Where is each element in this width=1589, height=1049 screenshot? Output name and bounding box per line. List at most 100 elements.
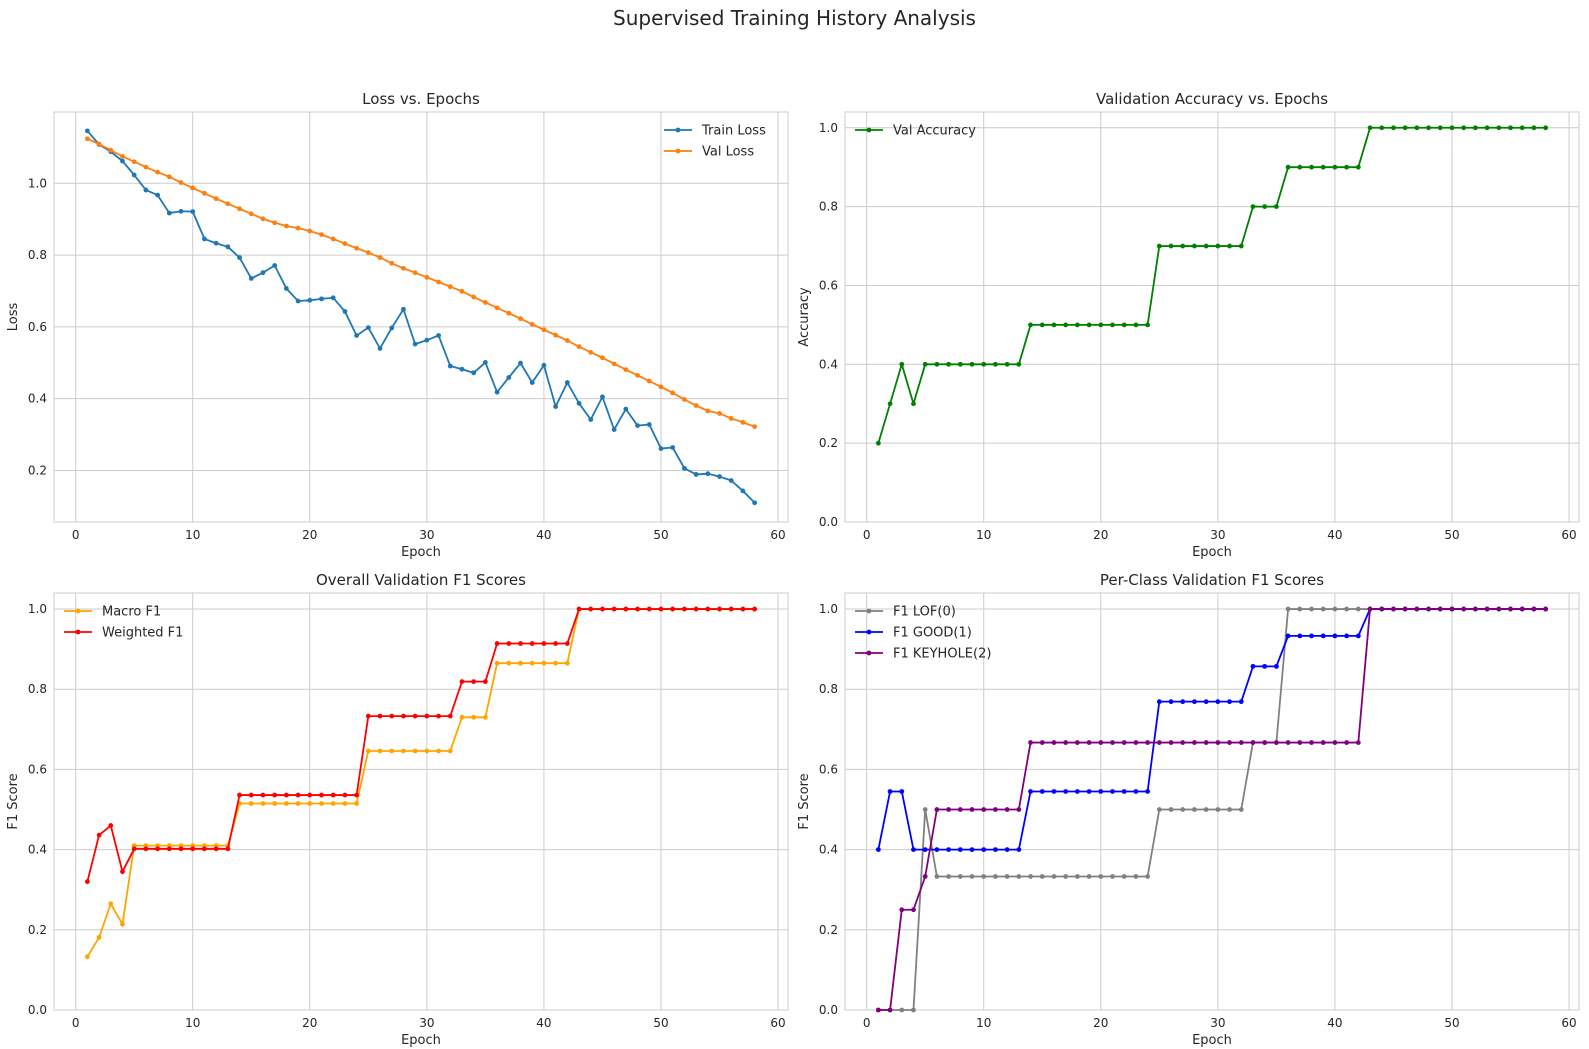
data-point bbox=[1063, 789, 1069, 794]
data-point bbox=[1074, 874, 1080, 879]
data-point bbox=[1238, 807, 1244, 812]
data-point bbox=[190, 185, 196, 191]
data-point bbox=[541, 660, 547, 666]
data-point bbox=[1203, 740, 1209, 745]
data-point bbox=[1227, 740, 1232, 745]
data-point bbox=[1309, 606, 1314, 612]
legend-label: Val Loss bbox=[702, 145, 754, 160]
x-axis-label: Epoch bbox=[1192, 545, 1232, 560]
data-point bbox=[389, 325, 395, 331]
data-point bbox=[658, 446, 664, 451]
x-tick-label: 50 bbox=[653, 1016, 668, 1030]
data-point bbox=[1098, 740, 1104, 745]
data-point bbox=[389, 260, 395, 266]
data-point bbox=[459, 288, 465, 294]
data-point bbox=[295, 801, 301, 806]
data-point bbox=[911, 907, 916, 913]
data-point bbox=[600, 606, 605, 612]
y-tick-label: 0.8 bbox=[28, 248, 47, 262]
series-line bbox=[878, 608, 1546, 1011]
data-point bbox=[705, 471, 711, 477]
data-point bbox=[1355, 740, 1361, 745]
x-tick-label: 20 bbox=[302, 528, 317, 542]
data-point bbox=[611, 361, 617, 367]
data-point bbox=[1332, 633, 1338, 639]
legend-marker bbox=[675, 148, 681, 154]
data-point bbox=[459, 679, 465, 685]
data-point bbox=[365, 713, 371, 719]
legend: Train Loss Val Loss bbox=[664, 124, 766, 160]
y-tick-label: 0.2 bbox=[28, 463, 47, 477]
data-point bbox=[1086, 322, 1092, 328]
data-point bbox=[272, 801, 278, 806]
data-point bbox=[564, 641, 570, 646]
data-point bbox=[1086, 874, 1092, 879]
data-point bbox=[1098, 874, 1104, 879]
data-point bbox=[330, 236, 336, 242]
x-tick-label: 60 bbox=[770, 528, 785, 542]
data-point bbox=[506, 310, 512, 316]
data-point bbox=[981, 361, 987, 367]
x-tick-label: 60 bbox=[770, 1016, 785, 1030]
data-point bbox=[946, 807, 952, 812]
data-point bbox=[1297, 633, 1303, 639]
data-point bbox=[1203, 699, 1209, 705]
data-point bbox=[1110, 789, 1115, 794]
x-tick-label: 50 bbox=[1444, 1016, 1459, 1030]
legend: F1 LOF(0) F1 GOOD(1) F1 KEYHOLE(2) bbox=[855, 605, 991, 662]
data-point bbox=[946, 847, 952, 853]
series-f1-good-1 bbox=[875, 606, 1549, 853]
data-point bbox=[957, 807, 963, 812]
data-point bbox=[120, 869, 125, 875]
data-point bbox=[1227, 807, 1232, 812]
data-point bbox=[365, 325, 371, 330]
data-point bbox=[202, 236, 207, 242]
data-point bbox=[131, 172, 137, 178]
legend-label: Macro F1 bbox=[102, 605, 161, 620]
data-point bbox=[1472, 125, 1478, 131]
x-tick-label: 0 bbox=[72, 1016, 80, 1030]
series-line bbox=[86, 608, 755, 958]
data-point bbox=[482, 360, 488, 365]
data-point bbox=[1273, 663, 1279, 669]
data-point bbox=[482, 300, 488, 305]
data-point bbox=[354, 333, 360, 338]
data-point bbox=[740, 419, 746, 425]
data-point bbox=[471, 294, 477, 300]
data-point bbox=[155, 192, 161, 198]
data-point bbox=[436, 333, 441, 338]
x-axis-label: Epoch bbox=[401, 545, 441, 560]
data-point bbox=[911, 401, 916, 407]
data-point bbox=[922, 807, 928, 812]
x-tick-label: 10 bbox=[976, 528, 991, 542]
y-tick-label: 0.6 bbox=[28, 762, 47, 776]
data-point bbox=[1285, 633, 1291, 639]
y-tick-label: 0.6 bbox=[819, 762, 838, 776]
y-tick-label: 1.0 bbox=[28, 602, 47, 616]
data-point bbox=[178, 846, 184, 852]
y-tick-label: 1.0 bbox=[28, 176, 47, 190]
data-point bbox=[1355, 633, 1361, 639]
data-point bbox=[934, 847, 940, 853]
legend-label: F1 KEYHOLE(2) bbox=[893, 647, 991, 662]
data-point bbox=[471, 370, 477, 376]
data-point bbox=[354, 245, 360, 251]
data-point bbox=[471, 679, 477, 685]
data-point bbox=[1192, 699, 1197, 705]
data-point bbox=[1508, 125, 1513, 131]
y-tick-label: 1.0 bbox=[819, 602, 838, 616]
data-point bbox=[436, 748, 441, 754]
data-point bbox=[993, 361, 998, 367]
data-point bbox=[1215, 243, 1221, 249]
series-val-accuracy bbox=[875, 125, 1549, 446]
data-point bbox=[494, 660, 500, 666]
data-point bbox=[494, 305, 500, 311]
data-point bbox=[1484, 125, 1490, 131]
data-point bbox=[1472, 606, 1478, 612]
data-point bbox=[84, 879, 90, 885]
data-point bbox=[922, 847, 928, 853]
data-point bbox=[202, 846, 207, 852]
data-point bbox=[330, 801, 336, 806]
data-point bbox=[1367, 606, 1373, 612]
y-tick-label: 0.2 bbox=[28, 923, 47, 937]
